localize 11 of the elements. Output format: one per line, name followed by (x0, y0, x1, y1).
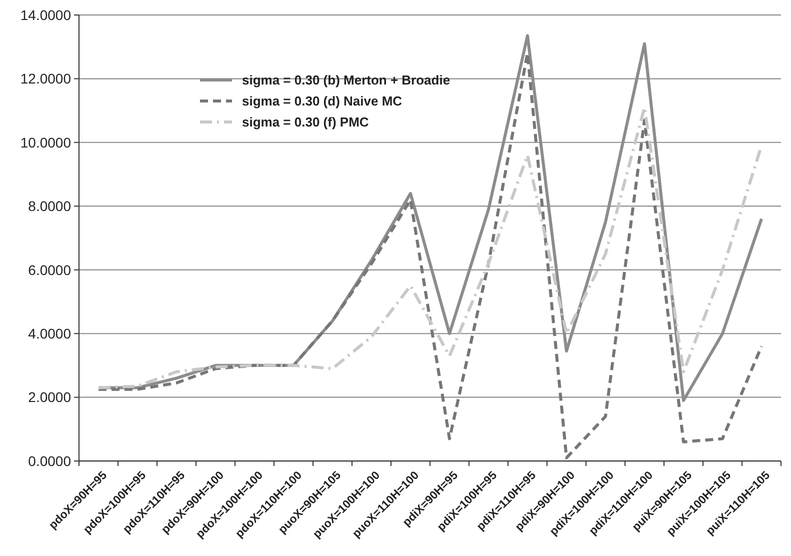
y-tick-label: 0.0000 (28, 452, 72, 469)
y-tick-label: 8.0000 (28, 198, 72, 214)
y-tick-label: 2.0000 (28, 389, 72, 406)
y-tick-label: 6.0000 (28, 262, 72, 278)
y-tick-label: 10.0000 (20, 134, 72, 150)
legend-label: sigma = 0.30 (f) PMC (242, 114, 370, 130)
legend-label: sigma = 0.30 (b) Merton + Broadie (242, 72, 450, 88)
legend-label: sigma = 0.30 (d) Naive MC (242, 94, 403, 109)
y-tick-label: 4.0000 (28, 325, 72, 342)
y-tick-label: 12.0000 (20, 70, 72, 87)
y-tick-label: 14.0000 (20, 6, 72, 23)
